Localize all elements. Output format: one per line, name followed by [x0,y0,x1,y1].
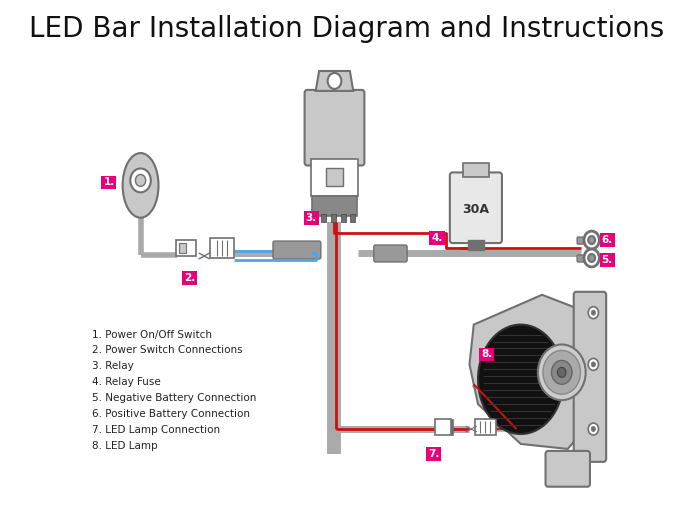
FancyBboxPatch shape [468,240,484,250]
Text: 5.: 5. [602,255,613,265]
Circle shape [328,73,342,89]
FancyBboxPatch shape [273,241,321,259]
FancyBboxPatch shape [342,214,346,222]
Text: 2.: 2. [184,273,195,283]
Circle shape [591,426,595,431]
Circle shape [552,360,572,384]
Polygon shape [469,295,597,449]
FancyBboxPatch shape [450,419,453,435]
FancyBboxPatch shape [326,168,343,187]
Circle shape [588,358,599,370]
Circle shape [588,307,599,318]
FancyBboxPatch shape [374,245,407,262]
FancyBboxPatch shape [313,196,357,216]
Text: 3. Relay: 3. Relay [92,361,134,372]
Circle shape [557,368,566,377]
FancyBboxPatch shape [463,163,489,177]
FancyBboxPatch shape [210,238,234,258]
Text: 7.: 7. [428,449,439,459]
Text: 6. Positive Battery Connection: 6. Positive Battery Connection [92,409,250,419]
Circle shape [538,344,586,400]
Text: 2. Power Switch Connections: 2. Power Switch Connections [92,345,243,355]
Circle shape [584,249,599,267]
Circle shape [588,236,595,244]
Circle shape [588,423,599,435]
FancyBboxPatch shape [545,451,590,487]
Text: 5. Negative Battery Connection: 5. Negative Battery Connection [92,393,256,403]
Text: 3.: 3. [306,213,317,223]
FancyBboxPatch shape [475,419,496,435]
FancyBboxPatch shape [450,172,502,243]
Circle shape [584,231,599,249]
Ellipse shape [123,153,159,218]
Text: 6.: 6. [602,235,613,245]
Text: 4.: 4. [431,233,443,243]
Circle shape [591,310,595,315]
FancyBboxPatch shape [305,90,365,165]
Circle shape [543,350,581,394]
Text: 1.: 1. [103,177,114,188]
FancyBboxPatch shape [331,214,336,222]
FancyBboxPatch shape [350,214,355,222]
FancyBboxPatch shape [179,243,186,253]
Ellipse shape [478,324,563,434]
Text: LED Bar Installation Diagram and Instructions: LED Bar Installation Diagram and Instruc… [29,15,664,43]
Text: 30A: 30A [462,203,489,216]
FancyBboxPatch shape [574,292,606,462]
Text: 7. LED Lamp Connection: 7. LED Lamp Connection [92,425,220,435]
Circle shape [588,254,595,262]
Text: 4. Relay Fuse: 4. Relay Fuse [92,377,161,387]
FancyBboxPatch shape [577,237,588,244]
FancyBboxPatch shape [321,214,326,222]
Text: 1. Power On/Off Switch: 1. Power On/Off Switch [92,330,212,340]
FancyBboxPatch shape [435,419,450,435]
Circle shape [130,168,151,192]
Polygon shape [316,71,353,91]
FancyBboxPatch shape [175,240,196,256]
FancyBboxPatch shape [310,159,358,196]
FancyBboxPatch shape [577,255,588,262]
Circle shape [135,174,146,187]
Circle shape [591,362,595,367]
Text: 8. LED Lamp: 8. LED Lamp [92,441,157,451]
Text: 8.: 8. [481,349,492,359]
